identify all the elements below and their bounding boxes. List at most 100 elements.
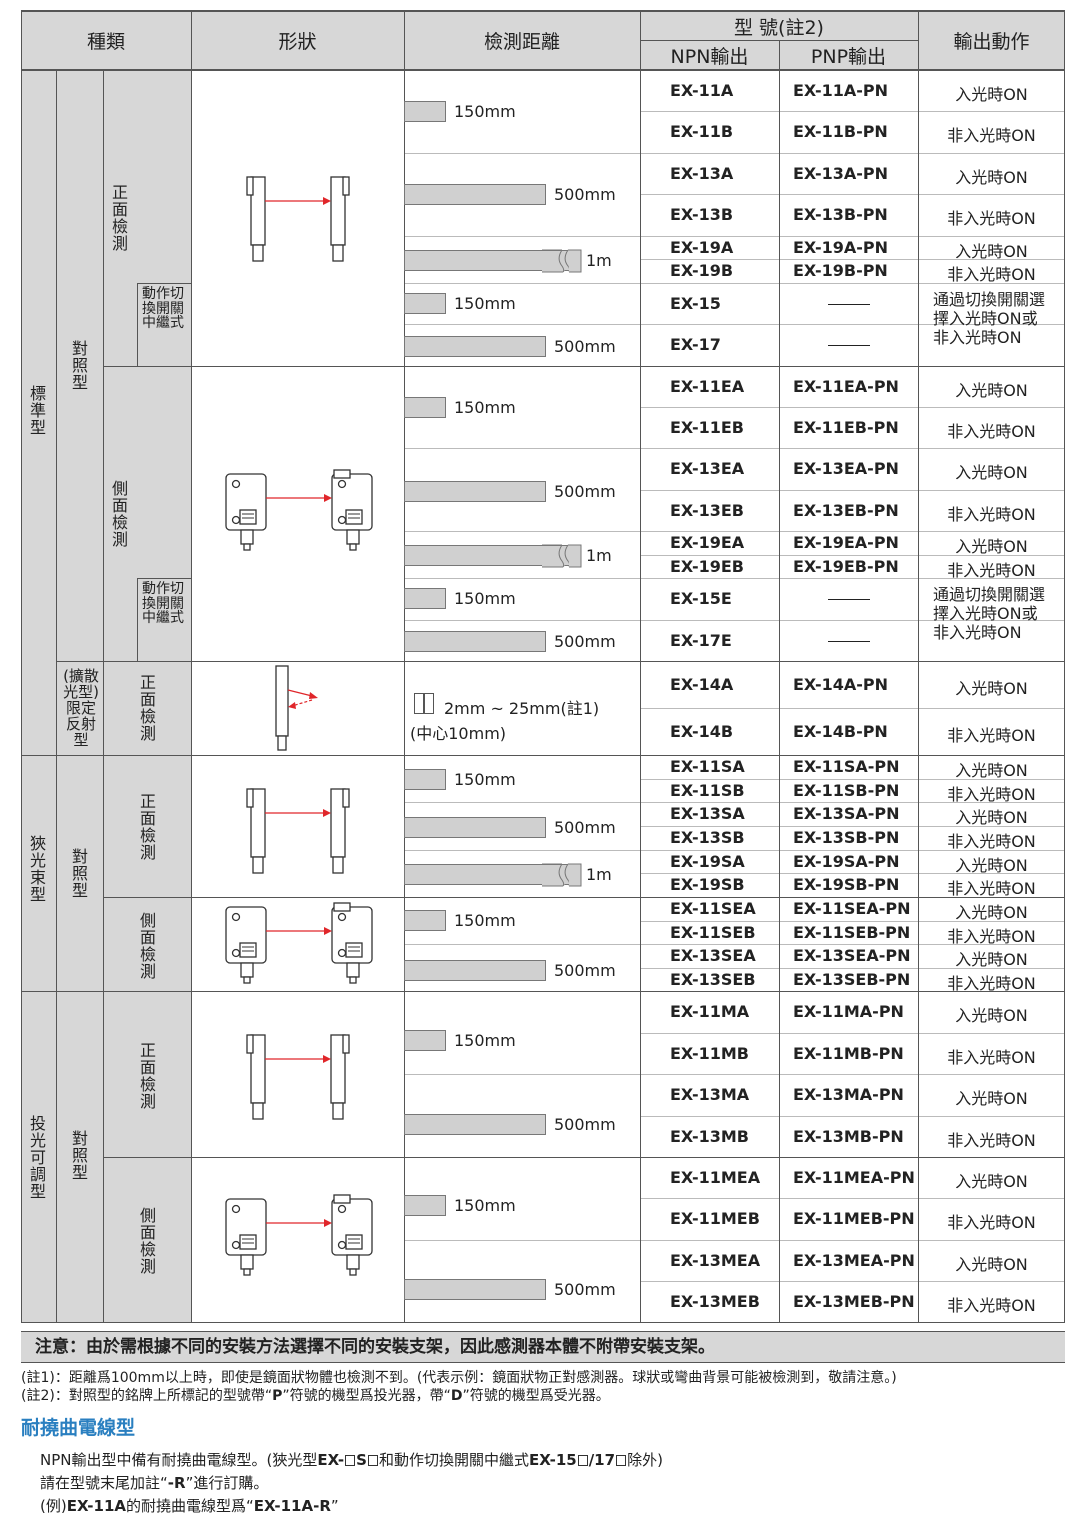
category-relay-switch: 動作切換開關中繼式: [142, 581, 184, 626]
text: 除外): [627, 1451, 663, 1469]
npn-model: EX-15E: [670, 589, 732, 608]
pnp-model: EX-11MEB-PN: [793, 1209, 915, 1228]
output-action: 入光時ON: [955, 463, 1028, 482]
row-divider: [640, 259, 1065, 260]
footnote-1: (註1)：距離爲100mm以上時，即使是鏡面狀物體也檢測不到。(代表示例：鏡面狀…: [21, 1370, 897, 1386]
npn-model: EX-11MEB: [670, 1209, 760, 1228]
pnp-model: EX-11MB-PN: [793, 1043, 904, 1063]
output-action: 非入光時ON: [947, 504, 1036, 524]
output-action: 入光時ON: [955, 84, 1028, 104]
col-divider: [918, 10, 919, 1323]
npn-model: EX-13SEB: [670, 969, 756, 989]
row-divider: [640, 578, 1065, 579]
pnp-model: EX-13EB-PN: [793, 500, 899, 520]
distance-label: 500mm: [554, 337, 616, 356]
category-front-detect: 正面檢測: [139, 792, 156, 862]
footnote-2-text: (註2)：對照型的銘牌上所標記的型號帶“: [21, 1388, 273, 1404]
distance-bar: [404, 631, 546, 652]
header-shape: 形狀: [278, 31, 317, 53]
distance-divider: [404, 1074, 640, 1075]
output-action: 入光時ON: [955, 1089, 1028, 1108]
npn-model: EX-11EA: [670, 376, 745, 396]
col-divider: [191, 10, 192, 1323]
thru-beam-side-sensor-icon: [225, 902, 373, 984]
break-mark-icon: [542, 863, 582, 887]
pnp-model: EX-13MEA-PN: [793, 1250, 915, 1270]
distance-divider: [404, 578, 640, 579]
npn-model: EX-13SA: [670, 804, 745, 823]
notice-banner: 注意：由於需根據不同的安裝方法選擇不同的安裝支架，因此感測器本體不附帶安裝支架。: [21, 1331, 1065, 1363]
limited-center-label: (中心10mm): [410, 724, 507, 743]
pnp-model: EX-19SB-PN: [793, 875, 900, 894]
text: 請在型號末尾加註“: [40, 1474, 168, 1492]
section-divider: [103, 897, 1065, 898]
row-divider: [640, 1240, 1065, 1241]
pnp-model: EX-13SB-PN: [793, 828, 900, 847]
distance-label: 500mm: [554, 818, 616, 837]
npn-model: EX-13MB: [670, 1126, 749, 1146]
pnp-model: EX-13SEB-PN: [793, 969, 911, 989]
section-divider: [191, 366, 1065, 367]
row-divider: [640, 944, 1065, 945]
suffix-ref: -R: [167, 1474, 186, 1492]
footnote-2-d: D: [450, 1388, 463, 1404]
pnp-model: EX-19EB-PN: [793, 556, 899, 576]
col-divider: [137, 283, 138, 366]
output-action: 入光時ON: [955, 241, 1028, 261]
distance-bar: [404, 250, 578, 271]
model-ref: EX-15: [529, 1451, 577, 1469]
footnote-2: (註2)：對照型的銘牌上所標記的型號帶“P”符號的機型爲投光器，帶“D”符號的機…: [21, 1385, 610, 1405]
thru-beam-front-sensor-icon: [246, 788, 350, 874]
row-divider: [640, 153, 1065, 154]
row-divider: [640, 407, 1065, 408]
distance-divider: [404, 236, 640, 237]
text: ”進行訂購。: [185, 1474, 269, 1492]
pnp-model: EX-19SA-PN: [793, 851, 900, 871]
category-thru-beam: 對照型: [71, 1129, 88, 1182]
npn-model: EX-13SEA: [670, 946, 756, 965]
pnp-model: EX-11SB-PN: [793, 780, 900, 800]
category-adjustable: 投光可調型: [29, 1114, 46, 1201]
text: 的耐撓曲電線型爲“: [126, 1497, 254, 1515]
model-ref: EX-11A: [66, 1497, 127, 1515]
limited-reflective-sensor-icon: [275, 665, 318, 751]
output-action: 入光時ON: [955, 380, 1028, 400]
distance-label: 500mm: [554, 632, 616, 651]
distance-divider: [404, 944, 640, 945]
flex-line-1: NPN輸出型中備有耐撓曲電線型。(狹光型EX- S 和動作切換開關中繼式EX-15 /…: [40, 1449, 663, 1470]
text: NPN輸出型中備有耐撓曲電線型。(狹光型: [40, 1451, 318, 1469]
category-thru-beam: 對照型: [71, 339, 88, 392]
npn-model: EX-11A: [670, 80, 734, 100]
category-front-detect: 正面檢測: [111, 183, 128, 253]
pnp-model: EX-11MA-PN: [793, 1002, 904, 1021]
header-distance: 檢測距離: [483, 31, 560, 53]
npn-model: EX-13B: [670, 205, 734, 224]
output-action: 非入光時ON: [947, 1213, 1036, 1232]
output-action: 入光時ON: [955, 678, 1028, 698]
col-divider: [640, 10, 641, 1323]
distance-label: 500mm: [554, 1280, 616, 1299]
distance-label: 1m: [586, 865, 612, 884]
spec-table: 種類 形狀 檢測距離 型 號(註2) NPN輸出 PNP輸出 輸出動作 標準型 …: [21, 10, 1065, 1323]
npn-model: EX-15: [670, 293, 721, 313]
pnp-model: EX-11SEB-PN: [793, 922, 911, 942]
npn-model: EX-17E: [670, 630, 732, 650]
npn-model: EX-13EB: [670, 500, 744, 520]
table-left-border: [21, 10, 22, 1323]
switch-output-action: 通過切換開關選 擇入光時ON或 非入光時ON: [933, 290, 1046, 347]
pnp-model: EX-19B-PN: [793, 261, 888, 280]
pnp-model: EX-14A-PN: [793, 674, 889, 694]
output-action: 非入光時ON: [947, 265, 1036, 284]
row-divider: [640, 921, 1065, 922]
npn-model: EX-19SA: [670, 851, 745, 871]
npn-model: EX-11SA: [670, 757, 745, 776]
pnp-model: EX-13SEA-PN: [793, 946, 911, 965]
distance-label: 150mm: [454, 911, 516, 930]
row-divider: [640, 111, 1065, 112]
category-limited-reflective: (擴散光型)限定反射型: [63, 667, 99, 749]
npn-model: EX-11SB: [670, 780, 745, 800]
section-divider: [56, 661, 1065, 662]
npn-model: EX-11EB: [670, 417, 744, 437]
pnp-model: EX-13SA-PN: [793, 804, 900, 823]
category-standard: 標準型: [29, 384, 46, 437]
